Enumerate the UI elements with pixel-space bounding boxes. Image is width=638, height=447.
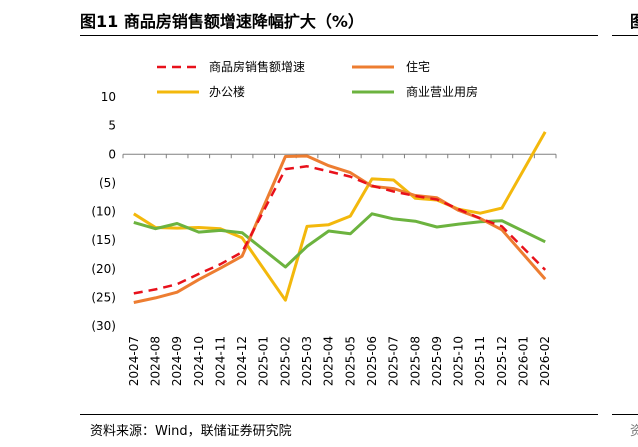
legend-label-3: 商业营业用房 xyxy=(406,84,478,99)
y-tick-label: (10) xyxy=(91,205,116,219)
source-note: 资料来源：Wind，联储证券研究院 xyxy=(90,424,292,439)
x-tick-label: 2025-02 xyxy=(278,336,292,386)
x-tick-label: 2025-06 xyxy=(365,336,379,386)
x-tick-label: 2024-08 xyxy=(148,336,162,386)
footer-rule xyxy=(80,414,598,415)
x-axis-tick-labels: 2024-07 2024-08 2024-09 2024-10 2024-11 2024-… xyxy=(127,336,552,386)
next-panel-source-fragment: 资 xyxy=(630,424,638,439)
x-tick-label: 2025-08 xyxy=(408,336,422,386)
series-line-3 xyxy=(133,212,546,269)
x-tick-label: 2024-09 xyxy=(170,336,184,386)
legend-label-0: 商品房销售额增速 xyxy=(209,59,305,74)
x-tick-label: 2024-10 xyxy=(192,336,206,386)
y-tick-label: (25) xyxy=(91,290,116,304)
series-line-0 xyxy=(133,165,547,295)
x-tick-label: 2025-12 xyxy=(495,336,509,386)
y-tick-label: 10 xyxy=(101,90,116,104)
x-tick-label: 2025-11 xyxy=(473,336,487,386)
x-tick-label: 2026-02 xyxy=(538,336,552,386)
x-tick-label: 2024-07 xyxy=(127,336,141,386)
y-tick-label: (5) xyxy=(99,176,116,190)
x-tick-label: 2025-01 xyxy=(257,336,271,386)
x-tick-label: 2025-04 xyxy=(322,336,336,386)
x-tick-label: 2025-07 xyxy=(387,336,401,386)
chart-axes xyxy=(122,153,557,159)
x-tick-label: 2025-03 xyxy=(300,336,314,386)
legend-label-1: 住宅 xyxy=(406,59,430,74)
next-panel-title-rule xyxy=(612,35,638,36)
x-tick-label: 2024-12 xyxy=(235,336,249,386)
x-tick-label: 2025-09 xyxy=(430,336,444,386)
next-panel-title-fragment: 图 xyxy=(630,8,638,32)
x-tick-label: 2026-01 xyxy=(517,336,531,386)
next-panel-footer-rule xyxy=(612,414,638,415)
y-tick-label: (30) xyxy=(91,319,116,333)
y-axis-tick-labels: 10 5 0 (5) (10) (15) (20) (25) (30) xyxy=(91,90,116,333)
y-tick-label: (20) xyxy=(91,262,116,276)
y-tick-label: 0 xyxy=(108,147,116,161)
figure-title: 图11 商品房销售额增速降幅扩大（%） xyxy=(80,12,364,31)
y-tick-label: 5 xyxy=(108,119,116,133)
y-tick-label: (15) xyxy=(91,233,116,247)
chart-series-lines xyxy=(132,131,547,304)
x-tick-label: 2025-10 xyxy=(452,336,466,386)
legend-label-2: 办公楼 xyxy=(209,84,245,99)
x-tick-label: 2024-11 xyxy=(213,336,227,386)
x-tick-label: 2025-05 xyxy=(343,336,357,386)
title-rule xyxy=(80,35,598,36)
